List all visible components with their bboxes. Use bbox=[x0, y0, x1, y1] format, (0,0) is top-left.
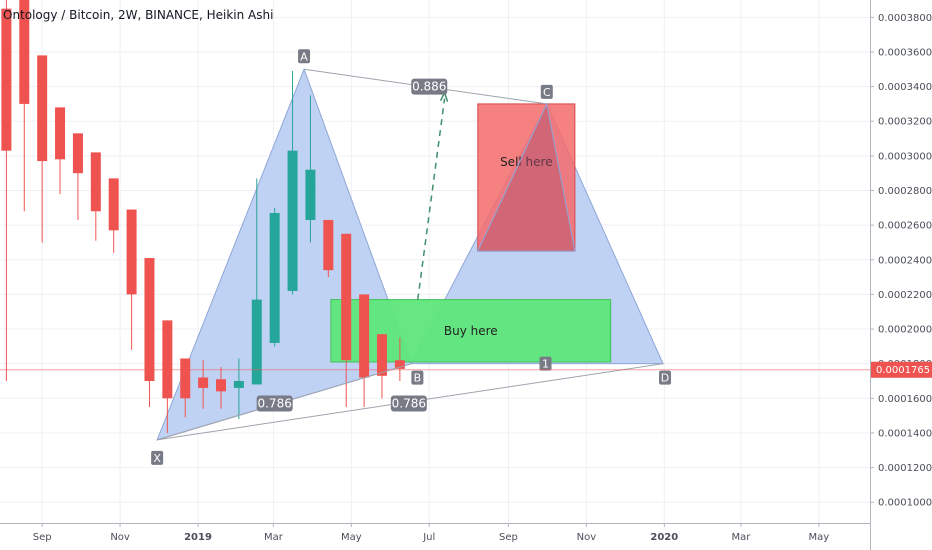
point-label-c-bg bbox=[540, 84, 553, 99]
point-label-a-bg bbox=[298, 49, 311, 64]
trade-zones[interactable]: Buy here Sell here bbox=[330, 102, 612, 363]
candle-down bbox=[394, 360, 405, 369]
time-tick-label: Sep bbox=[499, 532, 518, 543]
candle-down bbox=[341, 233, 352, 361]
candle-down bbox=[55, 107, 66, 160]
candle-down bbox=[144, 258, 155, 381]
xab-triangle bbox=[156, 67, 413, 441]
ratio-label-1: 1 bbox=[542, 358, 549, 371]
price-tick-label: 0.0002000 bbox=[878, 325, 932, 336]
time-tick-label: May bbox=[809, 532, 830, 543]
price-tick-label: 0.0003600 bbox=[878, 47, 932, 58]
price-tick-label: 0.0001200 bbox=[878, 463, 932, 474]
point-label-d-bg bbox=[659, 370, 672, 385]
ratio-label-1-bg bbox=[539, 356, 552, 371]
projection-line bbox=[417, 98, 446, 300]
ratio-label-bg bbox=[256, 395, 293, 412]
time-tick-label: 2020 bbox=[650, 532, 678, 543]
ratio-label-0: 0.886 bbox=[412, 80, 446, 94]
price-tick-label: 0.0002400 bbox=[878, 255, 932, 266]
price-tick-label: 0.0003400 bbox=[878, 82, 932, 93]
price-tick-label: 0.0002800 bbox=[878, 186, 932, 197]
time-tick-label: Nov bbox=[577, 532, 597, 543]
candle-down bbox=[198, 377, 209, 388]
last-price-tag bbox=[871, 361, 932, 378]
candle-down bbox=[162, 320, 173, 399]
point-label-d: D bbox=[661, 372, 669, 385]
candle-up bbox=[233, 380, 244, 388]
sell-zone-label: Sell here bbox=[500, 155, 553, 169]
price-tick-label: 0.0003800 bbox=[878, 13, 932, 24]
price-tick-label: 0.0001000 bbox=[878, 498, 932, 509]
point-label-x: X bbox=[153, 452, 161, 465]
price-tick-label: 0.0003200 bbox=[878, 117, 932, 128]
candle-up bbox=[287, 150, 298, 291]
buy-zone-label: Buy here bbox=[444, 324, 498, 338]
candle-down bbox=[19, 0, 30, 104]
point-label-a: A bbox=[300, 50, 308, 63]
candle-down bbox=[216, 379, 227, 392]
candle-down bbox=[376, 334, 387, 376]
time-tick-label: 2019 bbox=[184, 532, 212, 543]
sell-zone-box bbox=[477, 103, 576, 252]
candle-down bbox=[108, 178, 119, 231]
candle-up bbox=[251, 299, 262, 385]
price-tick-label: 0.0002600 bbox=[878, 221, 932, 232]
pattern-overlay: X A B C D 1 0.886 0.786 0.786 bbox=[151, 49, 672, 465]
candle-down bbox=[90, 152, 101, 212]
candle-down bbox=[72, 133, 83, 174]
time-tick-label: Sep bbox=[33, 532, 52, 543]
chart-title: Ontology / Bitcoin, 2W, BINANCE, Heikin … bbox=[3, 8, 274, 22]
candle-down bbox=[180, 358, 191, 399]
candle-up bbox=[305, 169, 316, 220]
candle-down bbox=[126, 209, 137, 295]
ratio-label-1: 0.786 bbox=[257, 397, 291, 411]
price-tick-label: 0.0002200 bbox=[878, 290, 932, 301]
sell-zone-overlap bbox=[477, 102, 576, 252]
point-label-x-bg bbox=[151, 450, 164, 465]
point-label-b: B bbox=[414, 372, 422, 385]
last-price-tag-label: 0.0001765 bbox=[876, 365, 930, 376]
time-tick-label: Mar bbox=[732, 532, 752, 543]
candle-down bbox=[323, 219, 334, 271]
candle-down bbox=[37, 55, 48, 162]
xabcd-pattern[interactable] bbox=[156, 67, 664, 441]
candle-down bbox=[359, 294, 370, 378]
candles bbox=[1, 0, 405, 433]
time-tick-label: Jul bbox=[422, 532, 435, 543]
ratio-label-bg bbox=[390, 395, 427, 412]
point-label-b-bg bbox=[411, 370, 424, 385]
price-tick-label: 0.0003000 bbox=[878, 151, 932, 162]
time-tick-label: Mar bbox=[264, 532, 284, 543]
price-tick-label: 0.0001600 bbox=[878, 394, 932, 405]
ratio-label-2: 0.786 bbox=[392, 397, 426, 411]
point-label-c: C bbox=[543, 86, 551, 99]
candle-down bbox=[1, 8, 12, 151]
time-tick-label: Nov bbox=[110, 532, 130, 543]
time-tick-label: May bbox=[341, 532, 362, 543]
ratio-label-bg bbox=[411, 78, 448, 95]
price-tick-label: 0.0001400 bbox=[878, 428, 932, 439]
candle-up bbox=[269, 213, 280, 343]
